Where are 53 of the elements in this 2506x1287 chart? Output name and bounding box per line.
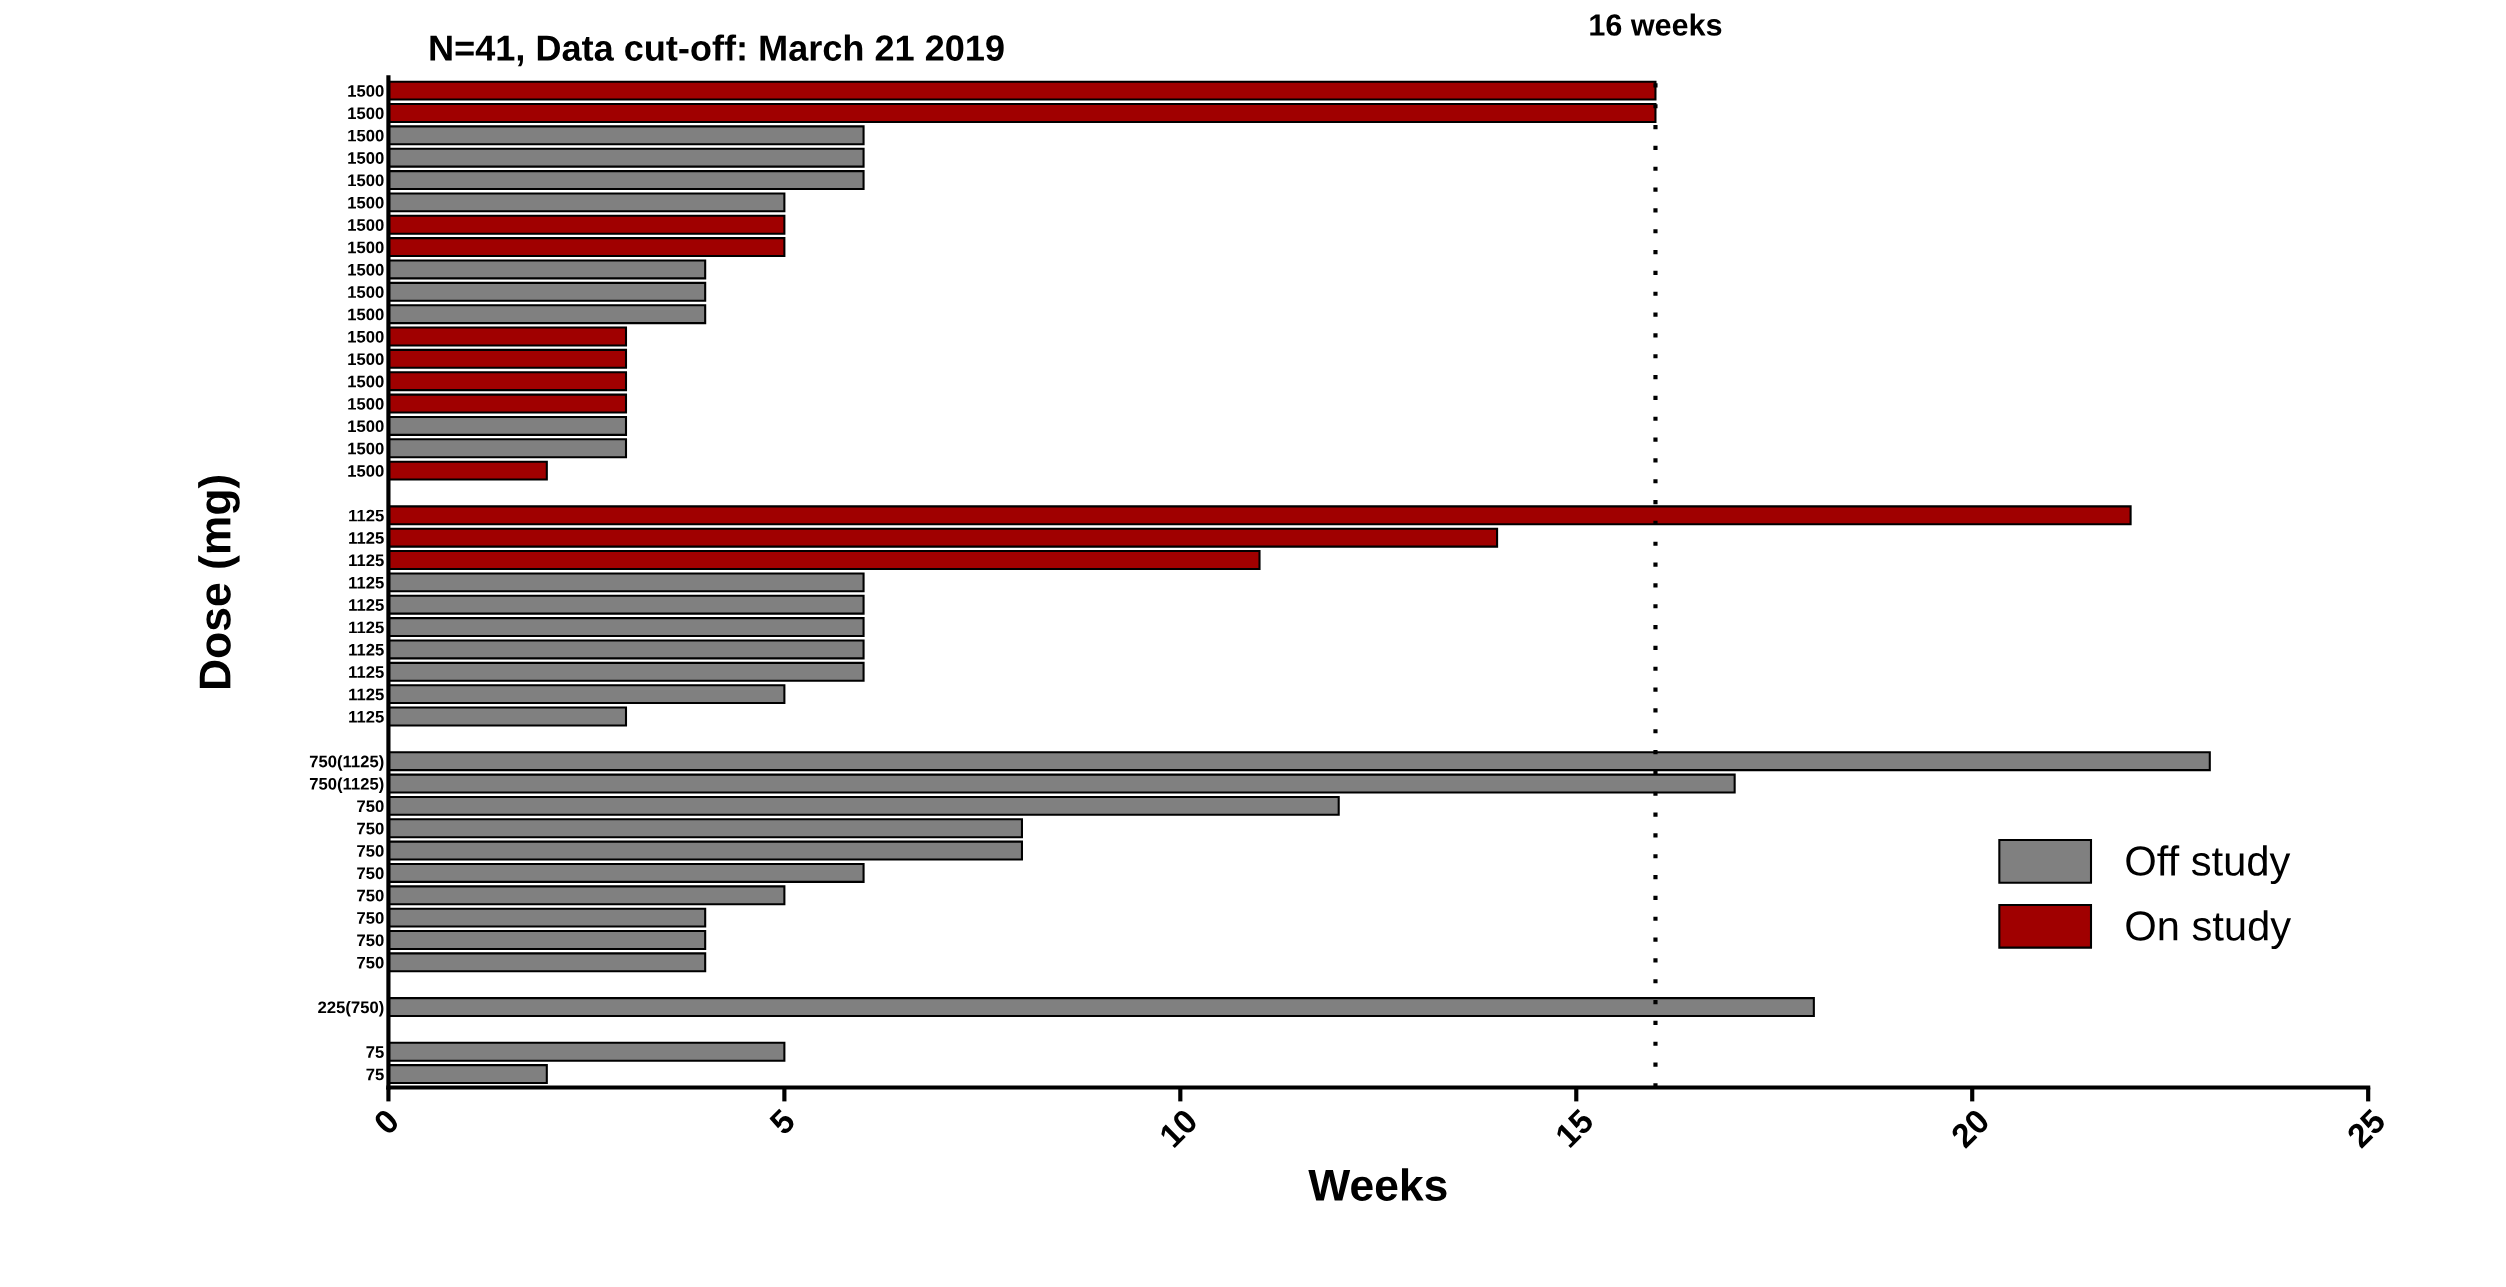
- y-tick-label: 1125: [349, 576, 384, 589]
- y-tick-label: 1500: [348, 263, 384, 276]
- y-tick-label: 1500: [348, 219, 384, 231]
- y-tick-label: 1500: [348, 353, 384, 366]
- x-axis-title: Weeks: [1308, 1168, 1447, 1201]
- ref-line-label: 16 weeks: [1590, 13, 1722, 36]
- y-tick-label: 1125: [349, 621, 384, 634]
- y-tick-label: 1500: [348, 85, 384, 97]
- y-tick-label: 1500: [348, 152, 384, 164]
- x-tick-label: 5: [768, 1107, 797, 1136]
- y-tick-label: 1500: [348, 241, 384, 254]
- y-tick-label: 1125: [349, 710, 384, 723]
- y-tick-label: 1500: [348, 465, 384, 477]
- y-tick-label: 1500: [348, 174, 384, 187]
- y-tick-label: 1125: [349, 688, 384, 701]
- x-tick-label: 25: [2345, 1107, 2387, 1149]
- y-tick-label: 1125: [349, 599, 384, 611]
- y-tick-label: 1125: [349, 509, 384, 522]
- y-tick-label: 750: [357, 889, 384, 902]
- legend-label: On study: [2126, 910, 2292, 949]
- y-tick-label: 750: [357, 912, 384, 924]
- y-tick-label: 1500: [348, 308, 384, 321]
- x-tick-label: 15: [1554, 1107, 1596, 1149]
- y-tick-label: 750: [357, 956, 384, 969]
- y-tick-label: 1500: [348, 286, 384, 298]
- y-tick-label: 1500: [348, 129, 384, 142]
- y-tick-label: 750(1125): [309, 755, 384, 771]
- y-tick-label: 1500: [348, 330, 384, 343]
- y-tick-label: 750(1125): [309, 777, 384, 794]
- legend-label: Off study: [2126, 845, 2291, 885]
- y-tick-label: 1125: [349, 554, 384, 567]
- chart-title: N=41, Data cut-off: March 21 2019: [430, 34, 1004, 67]
- y-tick-label: 750: [357, 822, 384, 835]
- y-tick-label: 75: [366, 1068, 384, 1081]
- y-tick-label: 225(750): [318, 1001, 384, 1017]
- y-tick-label: 1125: [349, 643, 384, 656]
- y-tick-label: 1125: [349, 532, 384, 544]
- y-tick-label: 1500: [348, 196, 384, 209]
- x-tick-label: 0: [372, 1107, 401, 1136]
- y-tick-label: 750: [357, 800, 384, 813]
- y-axis-title: Dose (mg): [198, 475, 240, 689]
- y-tick-label: 1500: [348, 397, 384, 410]
- y-tick-label: 750: [357, 867, 384, 880]
- y-tick-label: 750: [357, 934, 384, 947]
- x-tick-label: 10: [1158, 1107, 1199, 1149]
- y-tick-label: 1500: [348, 375, 384, 388]
- y-tick-label: 750: [357, 844, 384, 857]
- x-tick-label: 20: [1949, 1107, 1991, 1149]
- y-tick-label: 1500: [348, 420, 384, 433]
- y-tick-label: 1500: [348, 107, 384, 120]
- y-tick-label: 1500: [348, 442, 384, 455]
- y-tick-label: 75: [366, 1046, 384, 1058]
- y-tick-label: 1125: [349, 666, 384, 678]
